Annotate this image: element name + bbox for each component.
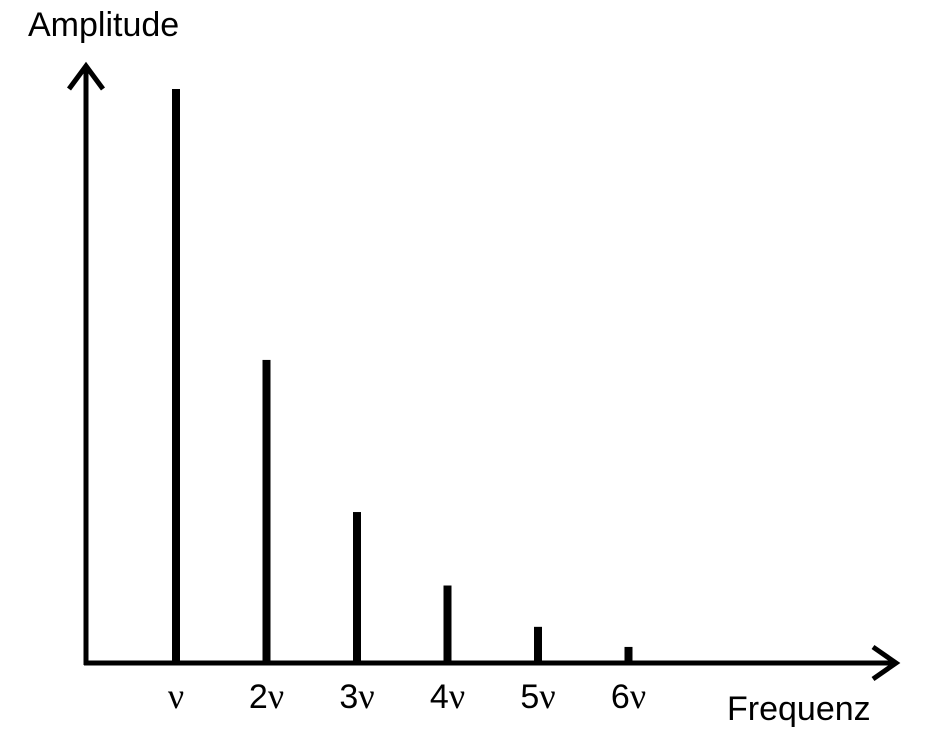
bar-6 — [624, 646, 633, 663]
y-axis-arrow — [66, 61, 106, 91]
bar-2 — [262, 359, 271, 663]
bar-4 — [443, 585, 452, 663]
x-tick-label: 3ν — [339, 676, 374, 716]
bar-1 — [172, 89, 180, 663]
x-axis-label: Frequenz — [727, 690, 871, 728]
x-tick-label: 4ν — [430, 676, 465, 716]
x-axis-arrow — [871, 644, 901, 682]
x-tick-label: ν — [168, 676, 184, 716]
bar-5 — [534, 626, 542, 663]
x-tick-label: 5ν — [520, 676, 555, 716]
x-tick-label: 2ν — [249, 676, 284, 716]
y-axis-label: Amplitude — [28, 6, 179, 44]
bar-3 — [353, 512, 361, 663]
bar-group — [172, 89, 633, 663]
tick-label-group: ν 2ν 3ν 4ν 5ν 6ν — [168, 676, 646, 716]
x-tick-label: 6ν — [611, 676, 646, 716]
